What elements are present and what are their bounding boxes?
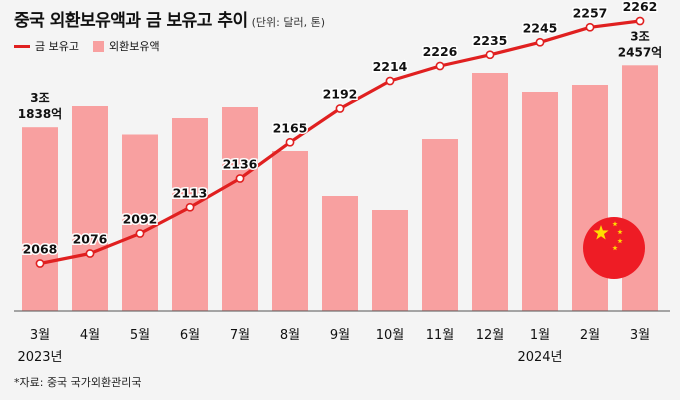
bar-1 [72,106,108,311]
x-tick-label-11: 2월 [580,328,600,343]
x-tick-label-2: 5월 [130,328,150,343]
x-tick-label-7: 10월 [376,328,405,343]
gold-label-12: 2262 [623,0,658,14]
gold-point-1 [85,249,95,258]
gold-point-6 [335,104,345,113]
bar-4 [222,107,258,311]
bar-11 [572,85,608,311]
gold-point-11 [585,22,595,32]
gold-label-5: 2165 [273,120,308,135]
x-tick-label-10-year: 2024년 [517,350,562,365]
bar-8 [422,139,458,311]
source-note: *자료: 중국 국가외환관리국 [14,376,142,389]
bar-6 [322,196,358,311]
x-tick-label-0: 3월 [30,328,50,343]
legend-item-bar: 외환보유액 [92,38,160,54]
bar-5 [272,151,308,311]
flag-small-star-icon-3 [617,238,623,244]
bar-annotation-top-0: 3조 [30,91,49,105]
unit-label: (단위: 달러, 톤) [251,16,326,29]
gold-label-3: 2113 [173,185,208,200]
flag-small-star-icon-1 [612,221,618,227]
gold-label-0: 2068 [23,242,58,257]
bar-annotation-bottom-12: 2457억 [618,45,662,59]
gold-point-8 [435,61,445,71]
flag-small-star-icon-4 [612,245,618,251]
gold-label-8: 2226 [423,44,458,59]
gold-label-9: 2235 [473,33,508,48]
x-tick-label-4: 7월 [230,328,250,343]
x-tick-label-3: 6월 [180,328,200,343]
bar-0 [22,127,58,311]
legend-line-swatch [14,44,30,48]
gold-point-5 [285,137,295,147]
gold-point-12 [635,16,645,26]
flag-big-star-icon [593,225,609,240]
legend-line-label: 금 보유고 [35,40,79,53]
legend-bar-label: 외환보유액 [108,40,160,53]
bar-annotation-top-12: 3조 [630,29,649,43]
bar-2 [122,134,158,311]
gold-label-7: 2214 [373,59,408,74]
flag-small-star-icon-2 [617,229,623,235]
gold-point-0 [35,259,45,268]
gold-point-4 [235,174,245,183]
legend: 금 보유고 외환보유액 [14,38,160,54]
gold-label-4: 2136 [223,157,258,172]
x-tick-label-6: 9월 [330,328,350,343]
legend-item-line: 금 보유고 [14,38,79,54]
bar-7 [372,210,408,311]
gold-point-3 [185,202,195,212]
title-block: 중국 외환보유액과 금 보유고 추이 (단위: 달러, 톤) [14,6,325,31]
gold-label-11: 2257 [573,5,608,20]
x-tick-label-8: 11월 [426,328,455,343]
legend-bar-swatch [92,40,104,52]
x-tick-label-0-year: 2023년 [17,350,62,365]
gold-point-7 [385,76,395,86]
gold-label-10: 2245 [523,20,558,35]
x-tick-label-9: 12월 [476,328,505,343]
chart-title: 중국 외환보유액과 금 보유고 추이 [14,11,248,31]
gold-label-6: 2192 [323,87,358,102]
x-tick-label-1: 4월 [80,328,100,343]
gold-point-10 [535,37,545,47]
bar-9 [472,73,508,311]
bar-annotation-bottom-0: 1838억 [18,107,62,121]
gold-label-1: 2076 [73,232,108,247]
x-tick-label-10: 1월 [530,328,550,343]
gold-point-2 [135,229,145,238]
x-tick-label-5: 8월 [280,328,300,343]
gold-label-2: 2092 [123,212,158,227]
bar-10 [522,92,558,311]
gold-point-9 [485,50,495,60]
x-tick-label-12: 3월 [630,328,650,343]
